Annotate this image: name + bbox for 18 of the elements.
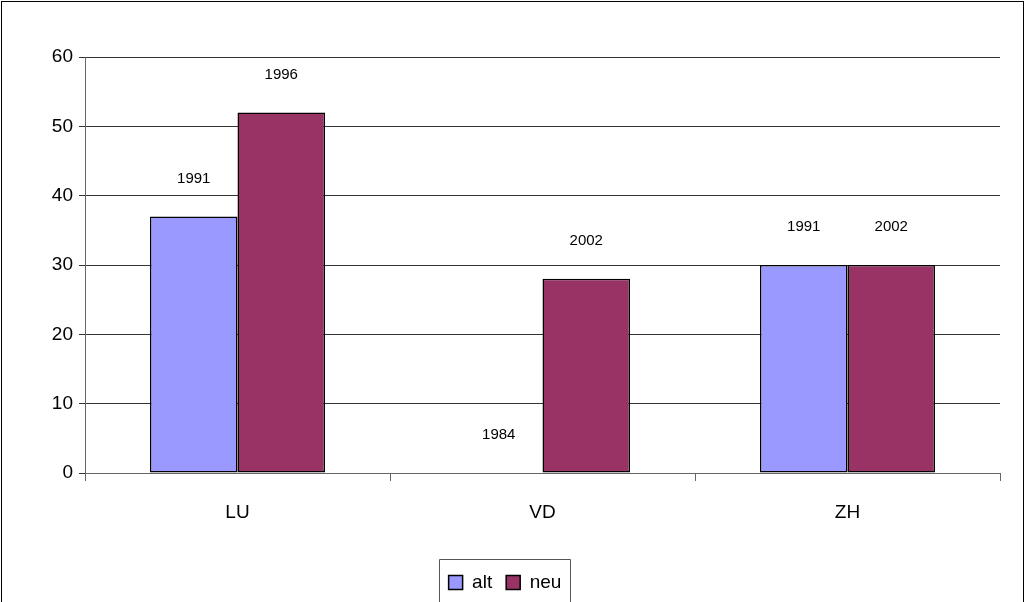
annotation: 1984 xyxy=(482,425,516,443)
y-tick-label: 20 xyxy=(51,322,73,344)
annotation: 1996 xyxy=(264,64,298,82)
annotation: 1991 xyxy=(177,168,211,186)
y-tick-label: 30 xyxy=(51,253,73,275)
legend-label: neu xyxy=(529,570,562,592)
x-tick-label: LU xyxy=(225,500,250,522)
y-tick-label: 40 xyxy=(51,183,73,205)
x-tick-label: VD xyxy=(529,500,556,522)
y-tick-label: 60 xyxy=(51,45,73,67)
annotation: 1991 xyxy=(787,217,821,235)
y-tick-label: 10 xyxy=(51,391,73,413)
annotation: 2002 xyxy=(874,217,908,235)
legend-label: alt xyxy=(472,570,493,592)
y-tick-label: 50 xyxy=(51,114,73,136)
y-tick-label: 0 xyxy=(62,461,73,483)
x-tick-label: ZH xyxy=(834,500,861,522)
annotation: 2002 xyxy=(569,231,603,249)
